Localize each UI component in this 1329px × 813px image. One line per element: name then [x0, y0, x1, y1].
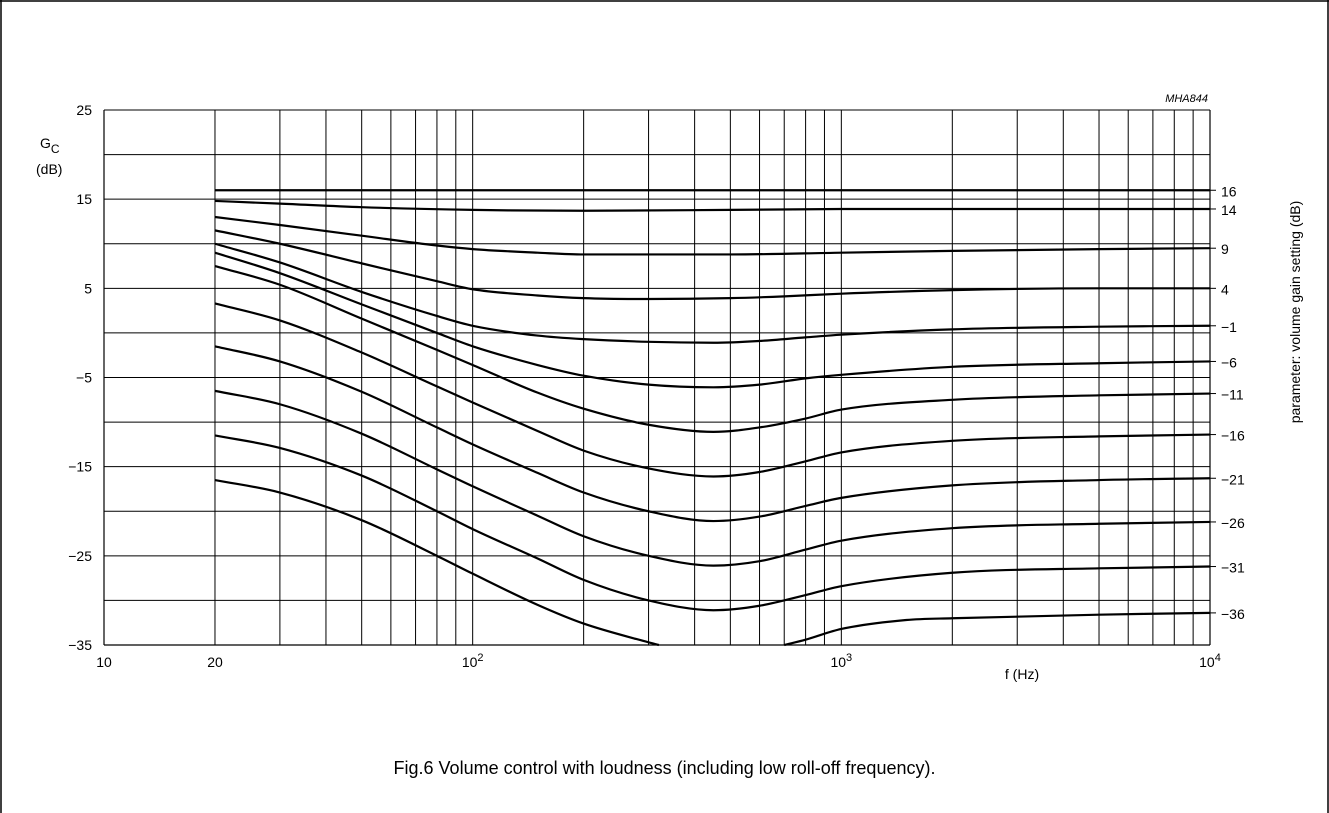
series-label: −1	[1221, 319, 1237, 335]
series-line	[214, 345, 1211, 523]
y-tick-label: −15	[68, 459, 92, 475]
y-tick-label: −5	[76, 370, 92, 386]
x-tick-label: 104	[1199, 652, 1221, 670]
series-label: −31	[1221, 560, 1245, 576]
series-label: −6	[1221, 354, 1237, 370]
series-line	[214, 478, 660, 647]
x-tick-label: 20	[207, 654, 223, 670]
series-line	[214, 264, 1211, 433]
right-axis-title: parameter: volume gain setting (dB)	[1287, 201, 1303, 424]
chart-labels: 16 14 9 4 −1 −6 −11 −16 −21 −26 −31 −36 25 15 5 −5 −15 −2…	[36, 93, 1303, 682]
figure-caption: Fig.6 Volume control with loudness (incl…	[393, 758, 936, 778]
y-tick-label: −25	[68, 548, 92, 564]
y-axis-title: GC	[40, 135, 60, 156]
series-line	[214, 242, 1211, 344]
series-line	[214, 199, 1210, 212]
series-label: −26	[1221, 515, 1245, 531]
x-tick-label: 103	[830, 652, 852, 670]
y-tick-label: 5	[84, 280, 92, 296]
x-tick-label: 102	[462, 652, 484, 670]
series-line	[214, 302, 1211, 478]
y-tick-label: −35	[68, 637, 92, 653]
series-label: −11	[1221, 387, 1244, 403]
chart-curves	[214, 189, 1211, 647]
series-line	[214, 389, 1211, 567]
series-label: 14	[1221, 202, 1237, 218]
x-tick-label: 10	[96, 654, 112, 670]
series-label: 4	[1221, 281, 1229, 297]
series-line	[783, 611, 1211, 647]
series-label: −36	[1221, 606, 1245, 622]
figure-code: MHA844	[1165, 93, 1208, 105]
y-tick-label: 25	[76, 102, 92, 118]
series-line	[214, 251, 1211, 389]
y-tick-label: 15	[76, 191, 92, 207]
series-line	[214, 434, 1211, 612]
series-label: 16	[1221, 183, 1237, 199]
series-label: −16	[1221, 428, 1245, 444]
series-label: 9	[1221, 241, 1229, 257]
series-line	[214, 229, 1210, 301]
x-axis-title: f (Hz)	[1005, 666, 1039, 682]
series-label: −21	[1221, 471, 1245, 487]
series-line	[214, 215, 1211, 256]
y-axis-unit: (dB)	[36, 161, 62, 177]
